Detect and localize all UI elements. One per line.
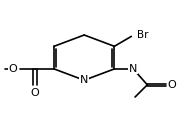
Text: O: O (31, 88, 40, 98)
Text: O: O (9, 64, 17, 74)
Text: N: N (129, 64, 137, 74)
Text: N: N (80, 75, 88, 85)
Text: O: O (168, 80, 176, 90)
Text: Br: Br (137, 30, 148, 40)
